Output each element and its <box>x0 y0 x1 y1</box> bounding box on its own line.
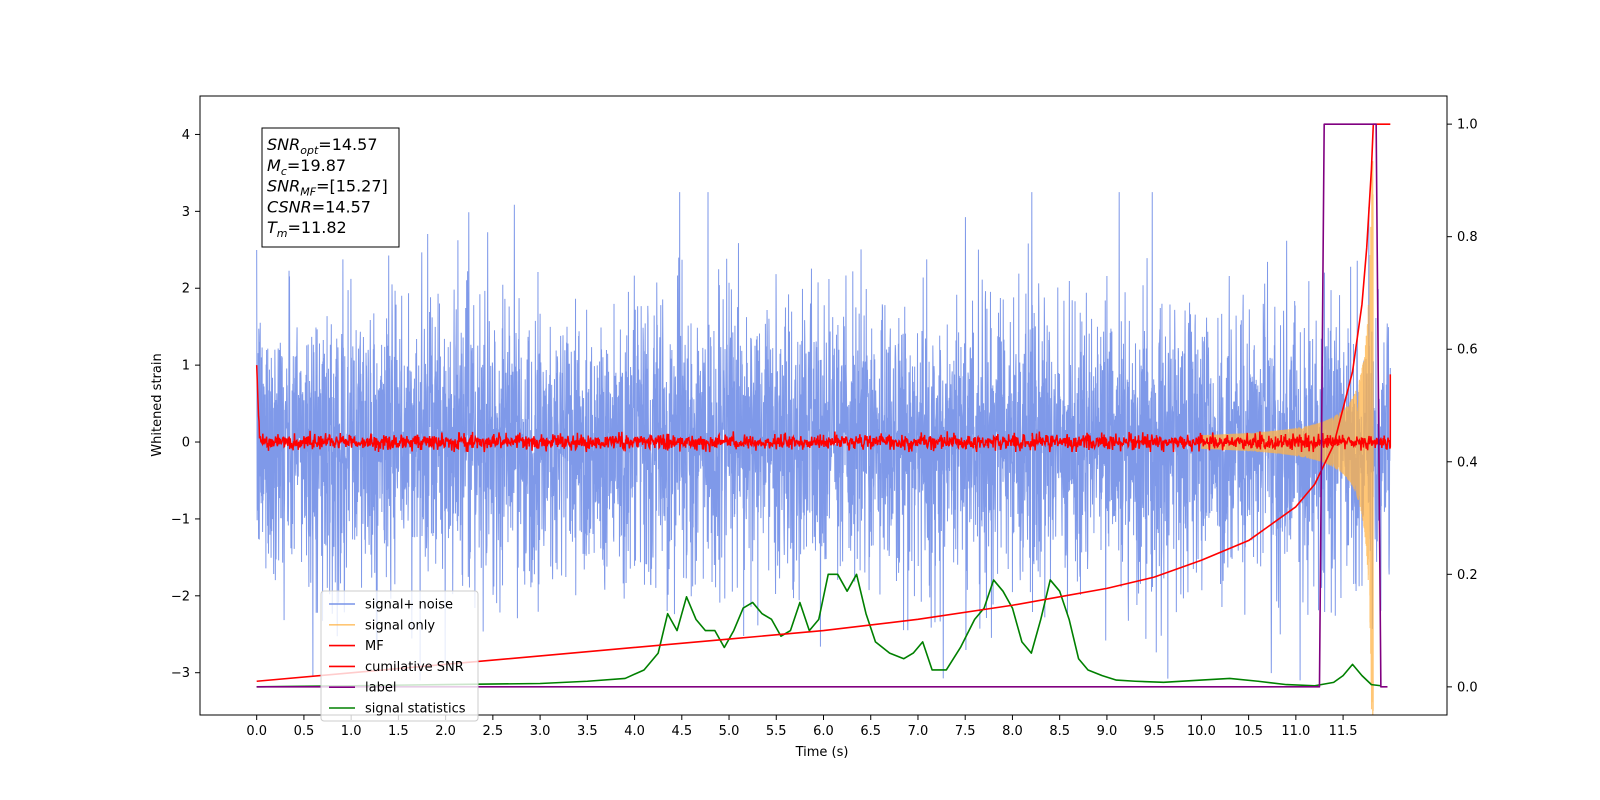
x-tick-label: 2.5 <box>483 724 504 739</box>
x-tick-label: 10.5 <box>1234 724 1263 739</box>
x-tick-label: 11.0 <box>1281 724 1310 739</box>
series-signal-statistics <box>256 573 1381 688</box>
x-tick-label: 9.0 <box>1097 724 1118 739</box>
x-tick-label: 6.0 <box>813 724 834 739</box>
y2-tick-label: 1.0 <box>1457 118 1478 133</box>
x-tick-label: 8.0 <box>1002 724 1023 739</box>
annotation-line: SNRopt=14.57 <box>267 135 378 157</box>
annotation-line: CSNR=14.57 <box>267 197 371 216</box>
x-tick-label: 7.0 <box>908 724 929 739</box>
y2-tick-label: 0.4 <box>1457 455 1478 470</box>
x-tick-label: 1.5 <box>388 724 409 739</box>
x-tick-label: 4.0 <box>624 724 645 739</box>
x-tick-label: 0.5 <box>294 724 315 739</box>
y-tick-label: 1 <box>182 359 190 374</box>
annotation-line: SNRMF=[15.27] <box>267 177 388 199</box>
y-axis-left: −3 −2 −1 0 1 2 3 4 <box>171 128 200 681</box>
x-tick-label: 2.0 <box>435 724 456 739</box>
x-tick-label: 11.5 <box>1329 724 1358 739</box>
y-axis-right: 0.0 0.2 0.4 0.6 0.8 1.0 <box>1447 118 1478 695</box>
y-tick-label: 4 <box>182 128 190 143</box>
annotation-line: Tm=11.82 <box>267 218 347 240</box>
y-tick-label: −3 <box>171 666 190 681</box>
legend-entry: label <box>365 681 396 696</box>
x-tick-label: 4.5 <box>671 724 692 739</box>
y-tick-label: −1 <box>171 512 190 527</box>
y-tick-label: 3 <box>182 205 190 220</box>
y2-tick-label: 0.0 <box>1457 680 1478 695</box>
x-tick-label: 7.5 <box>955 724 976 739</box>
x-tick-label: 1.0 <box>341 724 362 739</box>
legend-entry: signal statistics <box>365 702 466 717</box>
series-label <box>256 123 1388 688</box>
series-signal-noise <box>256 192 1391 681</box>
y-tick-label: 0 <box>182 436 190 451</box>
x-tick-label: 9.5 <box>1144 724 1165 739</box>
legend-entry: cumilative SNR <box>365 660 464 675</box>
x-tick-label: 5.0 <box>719 724 740 739</box>
series-cumulative-snr <box>256 123 1391 683</box>
x-tick-label: 3.5 <box>577 724 598 739</box>
legend: signal+ noise signal only MF cumilative SNR… <box>320 590 479 722</box>
plot-area <box>255 123 1392 715</box>
y-tick-label: −2 <box>171 589 190 604</box>
legend-entry: signal only <box>365 618 435 633</box>
series-signal-only <box>1200 157 1374 715</box>
x-tick-label: 8.5 <box>1049 724 1070 739</box>
x-tick-label: 0.0 <box>246 724 267 739</box>
y2-tick-label: 0.2 <box>1457 568 1478 583</box>
annotation-line: Mc=19.87 <box>267 156 346 178</box>
y-axis-label: Whitened strain <box>150 353 165 456</box>
x-tick-label: 10.0 <box>1187 724 1216 739</box>
y2-tick-label: 0.6 <box>1457 343 1478 358</box>
x-axis: 0.0 0.5 1.0 1.5 2.0 2.5 3.0 3.5 4.0 4.5 5.0 5.5 6.0 6… <box>246 715 1358 739</box>
x-axis-label: Time (s) <box>795 745 849 760</box>
stats-annotation-box: SNRopt=14.57Mc=19.87SNRMF=[15.27]CSNR=14… <box>261 127 400 248</box>
series-mf <box>255 365 1392 453</box>
legend-frame <box>320 590 479 722</box>
y-tick-label: 2 <box>182 282 190 297</box>
y2-tick-label: 0.8 <box>1457 230 1478 245</box>
annotation-frame <box>261 127 400 248</box>
legend-entry: signal+ noise <box>365 598 453 613</box>
x-tick-label: 6.5 <box>860 724 881 739</box>
legend-entry: MF <box>365 639 384 654</box>
x-tick-label: 3.0 <box>530 724 551 739</box>
x-tick-label: 5.5 <box>766 724 787 739</box>
